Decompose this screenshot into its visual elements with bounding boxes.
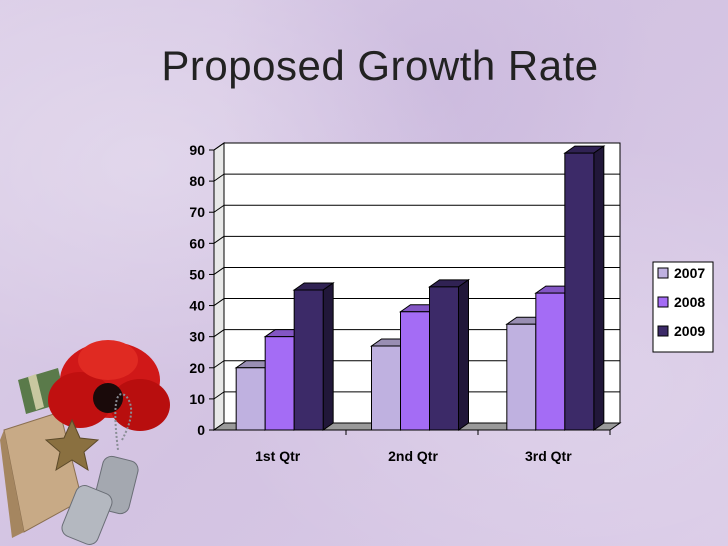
bar-2009-2nd-Qtr [429, 286, 459, 431]
chart-legend: 2007 2008 2009 [652, 261, 714, 353]
legend-swatch-2007 [657, 267, 669, 279]
y-tick-label: 0 [197, 422, 205, 438]
gridline-depth [213, 360, 225, 369]
bar-side-2009-2nd-Qtr [458, 278, 469, 431]
y-tick-label: 80 [189, 173, 205, 189]
gridline-depth [213, 142, 225, 151]
legend-label-2007: 2007 [674, 265, 705, 281]
legend-swatch-2008 [657, 296, 669, 308]
legend-swatch-2009 [657, 325, 669, 337]
y-tick-label: 30 [189, 329, 205, 345]
y-tick-label: 70 [189, 204, 205, 220]
gridline-depth [213, 391, 225, 400]
gridline-depth [213, 267, 225, 275]
bar-2007-1st-Qtr [235, 367, 266, 431]
chart-side-wall [213, 142, 225, 431]
legend-label-2009: 2009 [674, 323, 705, 339]
y-tick-label: 10 [189, 391, 205, 407]
y-tick-label: 40 [189, 298, 205, 314]
gridline-depth [213, 298, 225, 306]
x-tick-label: 2nd Qtr [388, 448, 438, 464]
y-tick-label: 20 [189, 360, 205, 376]
x-tick-label: 1st Qtr [255, 448, 301, 464]
bar-2007-3rd-Qtr [506, 323, 537, 431]
y-tick-label: 90 [189, 142, 205, 158]
bar-2008-3rd-Qtr [535, 292, 566, 431]
bar-2009-1st-Qtr [293, 289, 324, 431]
x-tick-label: 3rd Qtr [525, 448, 572, 464]
bar-2009-3rd-Qtr [564, 152, 595, 431]
chart-axes: 0 10 20 30 40 50 60 70 80 90 1st Qtr 2nd Qtr 3rd Qtr [189, 142, 611, 464]
gridline-depth [213, 235, 225, 244]
legend-label-2008: 2008 [674, 294, 705, 310]
y-tick-label: 60 [189, 235, 205, 251]
bar-2007-2nd-Qtr [371, 345, 401, 431]
bar-2008-2nd-Qtr [400, 311, 430, 431]
bar-side-2009-1st-Qtr [322, 282, 334, 431]
gridline-depth [213, 173, 225, 182]
gridline-depth [213, 329, 225, 338]
gridline-depth [213, 204, 225, 213]
slide-title: Proposed Growth Rate [161, 42, 599, 89]
bar-side-2009-3rd-Qtr [593, 145, 605, 431]
bar-2008-1st-Qtr [264, 336, 295, 431]
chart-bars [234, 145, 606, 431]
y-tick-label: 50 [189, 266, 205, 282]
